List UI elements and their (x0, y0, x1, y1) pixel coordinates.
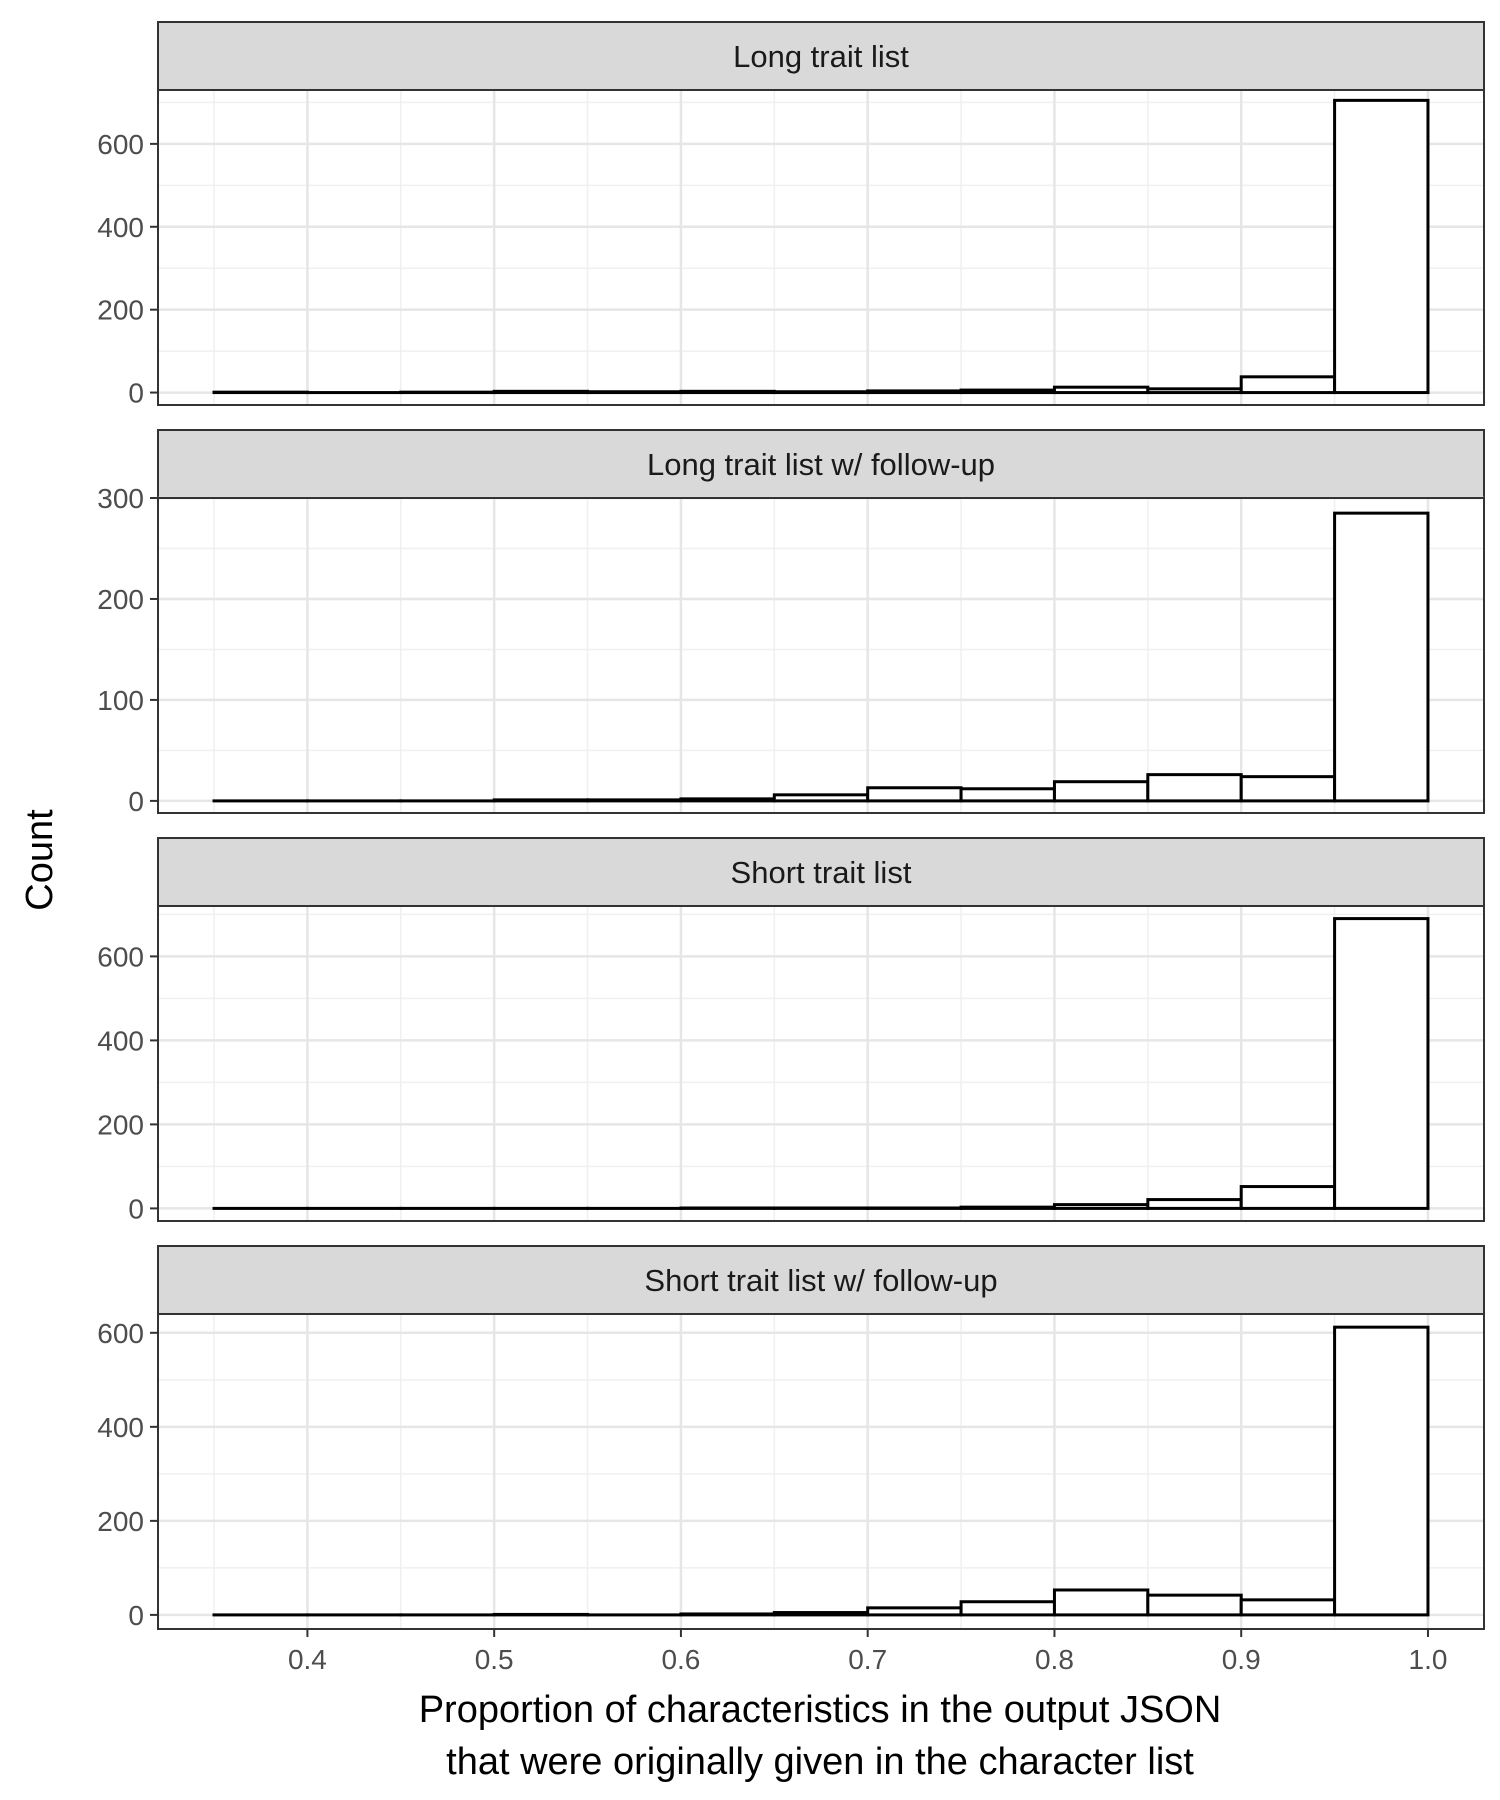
histogram-bar (1239, 775, 1337, 803)
histogram-bar (1052, 385, 1150, 395)
histogram-bar (492, 389, 590, 395)
y-tick-label: 0 (128, 786, 144, 817)
y-tick-label: 400 (97, 1025, 144, 1056)
facet-strip (157, 837, 1485, 907)
histogram-bar (1239, 1185, 1337, 1210)
histogram-bar (492, 798, 590, 803)
panel-border (157, 497, 1485, 814)
y-tick-label: 0 (128, 378, 144, 409)
histogram-bar (1052, 780, 1150, 803)
histogram-bar (866, 786, 963, 803)
facet-strip (157, 429, 1485, 499)
histogram-bar (679, 797, 776, 803)
histogram-bar (959, 1205, 1056, 1210)
y-tick-label: 600 (97, 941, 144, 972)
facet-strip (157, 1245, 1485, 1315)
histogram-bar (679, 1612, 776, 1617)
x-tick-label: 0.4 (288, 1644, 327, 1675)
facet-strip-label: Long trait list (733, 39, 909, 74)
x-tick-label: 0.7 (848, 1644, 887, 1675)
histogram-bar (772, 793, 870, 803)
plot-background (158, 90, 1484, 405)
histogram-bar (1052, 1588, 1150, 1617)
y-tick-label: 200 (97, 295, 144, 326)
histogram-bar (1146, 1593, 1243, 1617)
facet-panel: Long trait list w/ follow-up 0 100 200 300 (97, 429, 1485, 817)
histogram-bar (1146, 1198, 1243, 1210)
histogram-bar (679, 389, 776, 395)
histogram-bar (1333, 1325, 1430, 1617)
histogram-bar (1146, 773, 1243, 803)
facet-panel: Long trait list 0 200 400 600 (97, 21, 1485, 409)
histogram-bar (1333, 511, 1430, 803)
histogram-bar (1333, 98, 1430, 395)
histogram-bar (1333, 917, 1430, 1210)
histogram-bar (866, 1606, 963, 1617)
y-tick-label: 100 (97, 685, 144, 716)
panel-border (157, 1313, 1485, 1630)
histogram-bar (586, 390, 683, 395)
histogram-bar (586, 798, 683, 803)
y-tick-label: 200 (97, 1109, 144, 1140)
histogram-bar (866, 389, 963, 395)
x-axis-title-line-1: Proportion of characteristics in the out… (419, 1689, 1222, 1731)
x-tick-label: 0.5 (475, 1644, 514, 1675)
y-axis-title: Count (19, 809, 61, 911)
y-tick-label: 0 (128, 1193, 144, 1224)
facet-panel: Short trait list w/ follow-up 0 200 400 600 (97, 1245, 1485, 1631)
facet-panel: Short trait list 0 200 400 600 (97, 837, 1485, 1224)
y-tick-label: 600 (97, 1318, 144, 1349)
x-axis: 0.4 0.5 0.6 0.7 0.8 0.9 1.0 (288, 1629, 1448, 1675)
x-tick-label: 0.6 (661, 1644, 700, 1675)
plot-background (158, 906, 1484, 1221)
histogram-bar (1146, 387, 1243, 395)
histogram-bar (772, 1611, 870, 1617)
histogram-bar (959, 388, 1056, 395)
histogram-bar (959, 1600, 1056, 1617)
facet-strip-label: Short trait list (731, 855, 912, 890)
histogram-bar (959, 787, 1056, 803)
x-tick-label: 0.8 (1035, 1644, 1074, 1675)
facet-strip (157, 21, 1485, 91)
facet-strip-label: Long trait list w/ follow-up (647, 447, 995, 482)
plot-background (158, 1314, 1484, 1629)
plot-background (158, 498, 1484, 813)
panel-border (157, 905, 1485, 1222)
y-tick-label: 400 (97, 1412, 144, 1443)
y-tick-label: 0 (128, 1600, 144, 1631)
histogram-bar (1239, 1598, 1337, 1617)
y-tick-label: 600 (97, 129, 144, 160)
histogram-bar (772, 390, 870, 395)
y-tick-label: 300 (97, 483, 144, 514)
panel-border (157, 89, 1485, 406)
y-tick-label: 200 (97, 1506, 144, 1537)
y-tick-label: 400 (97, 212, 144, 243)
x-axis-title-line-2: that were originally given in the charac… (446, 1741, 1194, 1783)
x-tick-label: 1.0 (1409, 1644, 1448, 1675)
y-tick-label: 200 (97, 584, 144, 615)
facet-strip-label: Short trait list w/ follow-up (644, 1263, 997, 1298)
histogram-bar (1052, 1203, 1150, 1210)
histogram-bar (1239, 375, 1337, 395)
x-tick-label: 0.9 (1222, 1644, 1261, 1675)
